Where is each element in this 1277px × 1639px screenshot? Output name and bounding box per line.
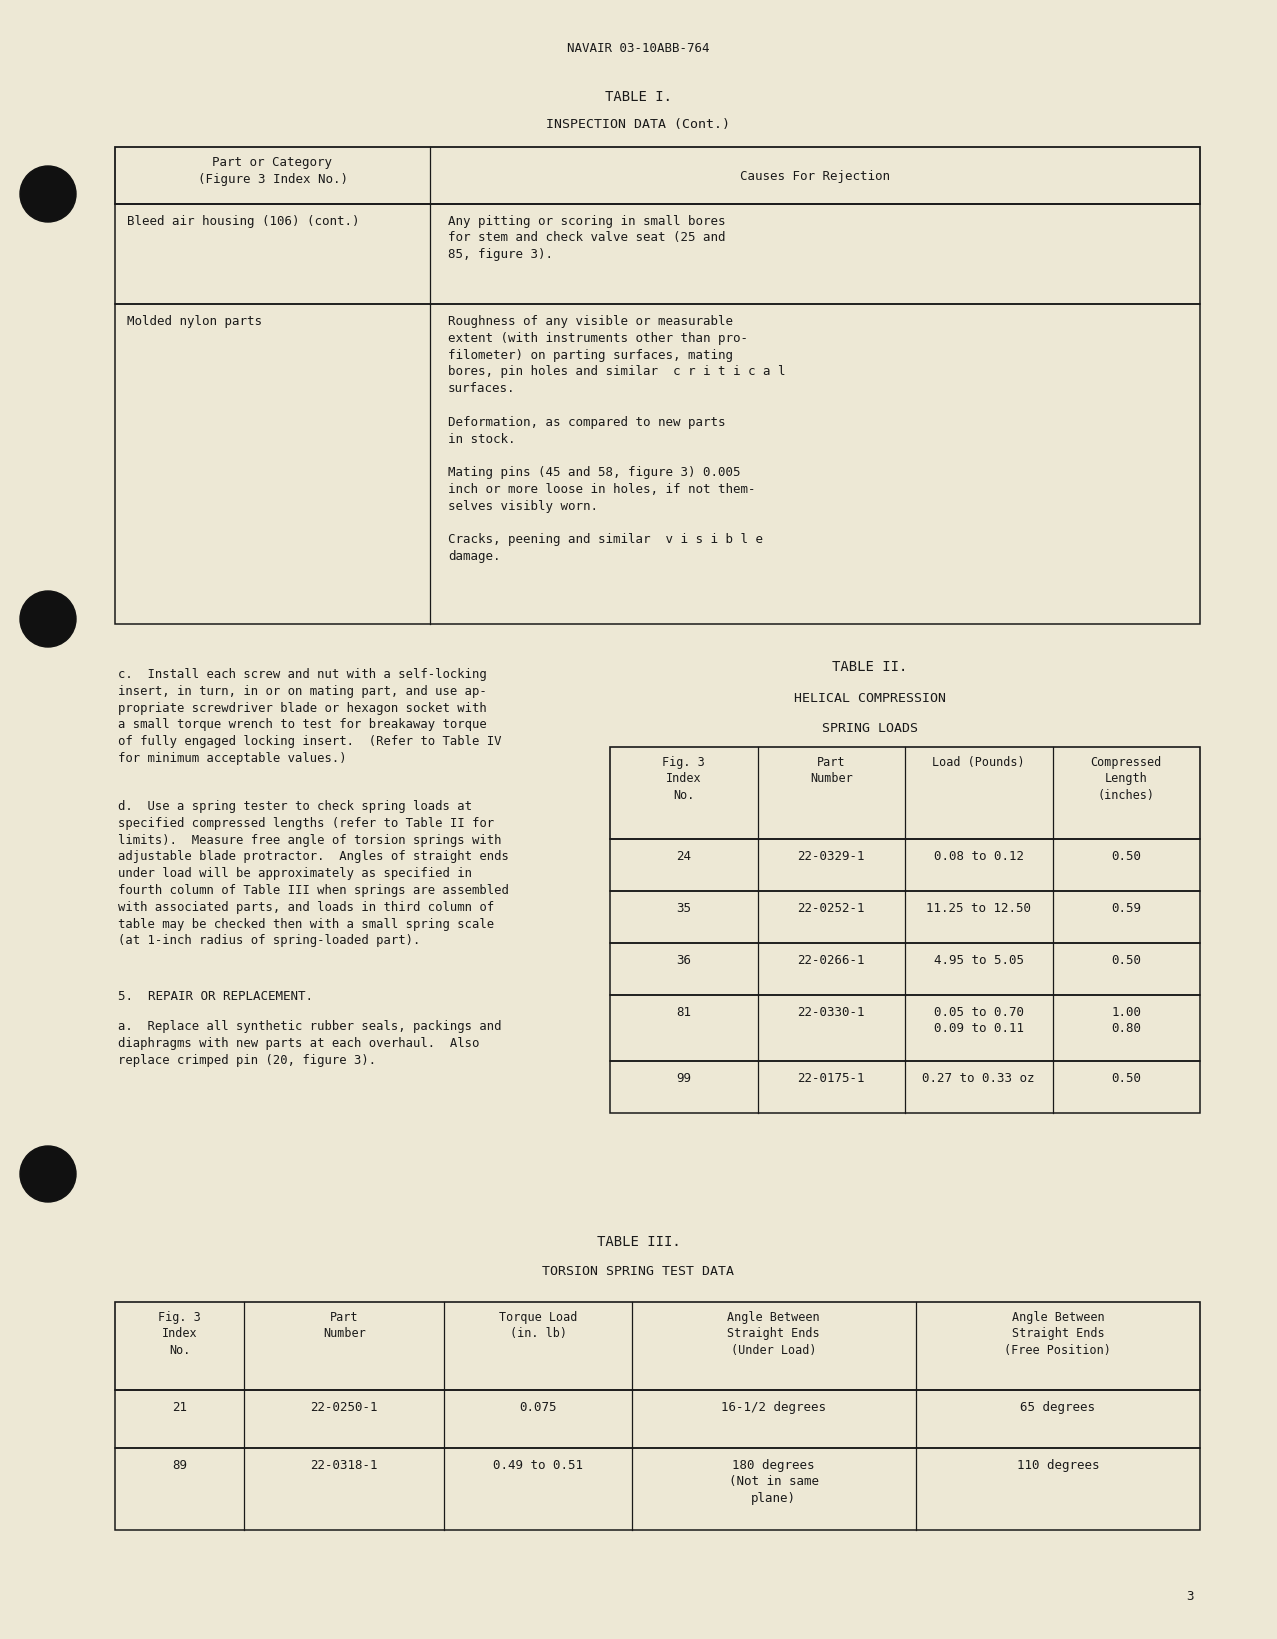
Bar <box>115 1390 1200 1449</box>
Text: 1.00
0.80: 1.00 0.80 <box>1111 1005 1142 1034</box>
Text: 22-0250-1: 22-0250-1 <box>310 1400 378 1413</box>
Text: 0.075: 0.075 <box>520 1400 557 1413</box>
Text: TABLE III.: TABLE III. <box>596 1234 681 1249</box>
Bar <box>610 747 1200 839</box>
Bar <box>115 148 1200 205</box>
Text: Fig. 3
Index
No.: Fig. 3 Index No. <box>663 756 705 801</box>
Text: 0.59: 0.59 <box>1111 901 1142 915</box>
Bar <box>610 995 1200 1062</box>
Circle shape <box>20 592 77 647</box>
Text: Fig. 3
Index
No.: Fig. 3 Index No. <box>158 1310 200 1355</box>
Text: 89: 89 <box>172 1459 188 1472</box>
Text: TABLE I.: TABLE I. <box>605 90 672 103</box>
Text: Angle Between
Straight Ends
(Free Position): Angle Between Straight Ends (Free Positi… <box>1005 1310 1111 1355</box>
Text: Roughness of any visible or measurable
extent (with instruments other than pro-
: Roughness of any visible or measurable e… <box>448 315 785 562</box>
Text: 36: 36 <box>677 954 691 967</box>
Circle shape <box>20 167 77 223</box>
Bar <box>115 205 1200 305</box>
Text: SPRING LOADS: SPRING LOADS <box>822 721 918 734</box>
Bar <box>610 892 1200 944</box>
Text: 22-0330-1: 22-0330-1 <box>798 1005 865 1018</box>
Text: Molded nylon parts: Molded nylon parts <box>126 315 262 328</box>
Bar <box>115 1449 1200 1531</box>
Text: 0.27 to 0.33 oz: 0.27 to 0.33 oz <box>922 1072 1034 1085</box>
Text: Bleed air housing (106) (cont.): Bleed air housing (106) (cont.) <box>126 215 360 228</box>
Text: 81: 81 <box>677 1005 691 1018</box>
Text: TORSION SPRING TEST DATA: TORSION SPRING TEST DATA <box>543 1264 734 1277</box>
Text: 5.  REPAIR OR REPLACEMENT.: 5. REPAIR OR REPLACEMENT. <box>117 990 313 1003</box>
Text: 21: 21 <box>172 1400 188 1413</box>
Text: 0.50: 0.50 <box>1111 849 1142 862</box>
Text: TABLE II.: TABLE II. <box>833 659 908 674</box>
Text: c.  Install each screw and nut with a self-locking
insert, in turn, in or on mat: c. Install each screw and nut with a sel… <box>117 667 502 764</box>
Text: Part
Number: Part Number <box>323 1310 365 1339</box>
Text: 99: 99 <box>677 1072 691 1085</box>
Text: HELICAL COMPRESSION: HELICAL COMPRESSION <box>794 692 946 705</box>
Text: Load (Pounds): Load (Pounds) <box>932 756 1025 769</box>
Text: d.  Use a spring tester to check spring loads at
specified compressed lengths (r: d. Use a spring tester to check spring l… <box>117 800 508 947</box>
Text: a.  Replace all synthetic rubber seals, packings and
diaphragms with new parts a: a. Replace all synthetic rubber seals, p… <box>117 1019 502 1065</box>
Text: 11.25 to 12.50: 11.25 to 12.50 <box>926 901 1032 915</box>
Text: Any pitting or scoring in small bores
for stem and check valve seat (25 and
85, : Any pitting or scoring in small bores fo… <box>448 215 725 261</box>
Text: 0.49 to 0.51: 0.49 to 0.51 <box>493 1459 584 1472</box>
Text: Part or Category
(Figure 3 Index No.): Part or Category (Figure 3 Index No.) <box>198 156 347 185</box>
Bar <box>610 839 1200 892</box>
Text: 22-0318-1: 22-0318-1 <box>310 1459 378 1472</box>
Text: 22-0175-1: 22-0175-1 <box>798 1072 865 1085</box>
Text: 24: 24 <box>677 849 691 862</box>
Bar <box>115 305 1200 624</box>
Text: 180 degrees
(Not in same
plane): 180 degrees (Not in same plane) <box>729 1459 819 1505</box>
Text: 3: 3 <box>1186 1590 1194 1601</box>
Text: Torque Load
(in. lb): Torque Load (in. lb) <box>499 1310 577 1339</box>
Text: 0.50: 0.50 <box>1111 954 1142 967</box>
Text: 0.08 to 0.12: 0.08 to 0.12 <box>933 849 1024 862</box>
Text: 65 degrees: 65 degrees <box>1020 1400 1096 1413</box>
Text: Compressed
Length
(inches): Compressed Length (inches) <box>1091 756 1162 801</box>
Text: Causes For Rejection: Causes For Rejection <box>739 170 890 184</box>
Bar <box>610 1062 1200 1113</box>
Text: 22-0266-1: 22-0266-1 <box>798 954 865 967</box>
Text: 4.95 to 5.05: 4.95 to 5.05 <box>933 954 1024 967</box>
Text: 16-1/2 degrees: 16-1/2 degrees <box>722 1400 826 1413</box>
Circle shape <box>20 1146 77 1203</box>
Text: Part
Number: Part Number <box>810 756 853 785</box>
Text: 0.50: 0.50 <box>1111 1072 1142 1085</box>
Text: NAVAIR 03-10ABB-764: NAVAIR 03-10ABB-764 <box>567 43 710 56</box>
Text: INSPECTION DATA (Cont.): INSPECTION DATA (Cont.) <box>547 118 730 131</box>
Text: 22-0329-1: 22-0329-1 <box>798 849 865 862</box>
Text: 0.05 to 0.70
0.09 to 0.11: 0.05 to 0.70 0.09 to 0.11 <box>933 1005 1024 1034</box>
Text: Angle Between
Straight Ends
(Under Load): Angle Between Straight Ends (Under Load) <box>728 1310 820 1355</box>
Bar <box>115 1303 1200 1390</box>
Text: 35: 35 <box>677 901 691 915</box>
Text: 22-0252-1: 22-0252-1 <box>798 901 865 915</box>
Bar <box>610 944 1200 995</box>
Text: 110 degrees: 110 degrees <box>1016 1459 1099 1472</box>
